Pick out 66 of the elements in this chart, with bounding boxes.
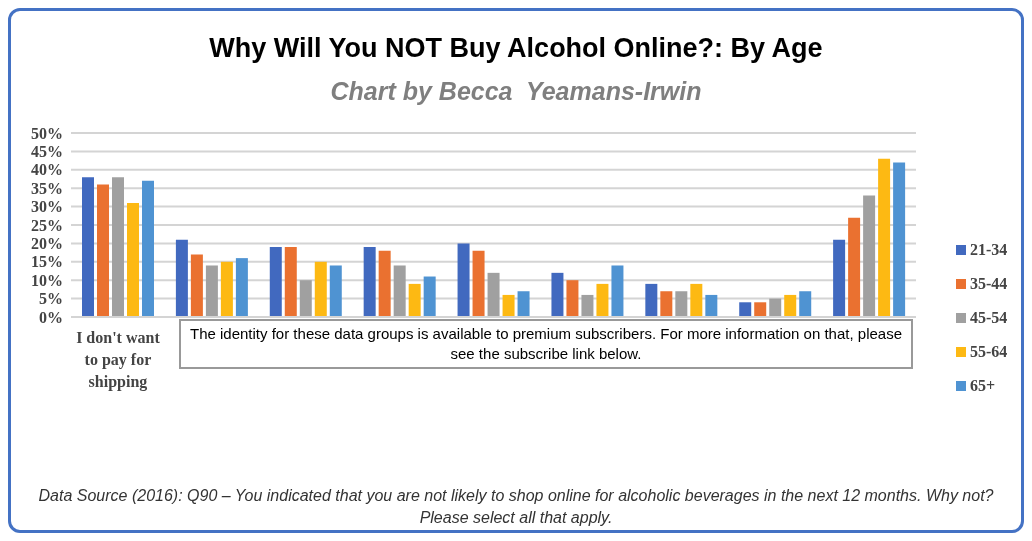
bar bbox=[833, 239, 846, 317]
bar bbox=[487, 272, 500, 317]
bar bbox=[329, 265, 342, 317]
bar bbox=[269, 247, 282, 317]
y-tick-label: 15% bbox=[31, 253, 63, 271]
y-tick-label: 20% bbox=[31, 235, 63, 253]
bar bbox=[863, 195, 876, 317]
bar bbox=[127, 202, 139, 317]
bar bbox=[393, 265, 406, 317]
source-note: Data Source (2016): Q90 – You indicated that you are not likely to shop online for alcoholic beverages in the next 12 months. Why not? Please select all that apply. bbox=[37, 486, 995, 528]
bar bbox=[675, 291, 688, 317]
bar bbox=[739, 302, 752, 317]
bar bbox=[799, 291, 812, 317]
bar bbox=[299, 280, 312, 317]
bar bbox=[457, 243, 470, 317]
y-tick-label: 45% bbox=[31, 143, 63, 161]
legend-label: 35-44 bbox=[970, 275, 1008, 293]
bar bbox=[205, 265, 218, 317]
y-tick-label: 35% bbox=[31, 179, 63, 197]
bar bbox=[284, 247, 297, 317]
legend-label: 65+ bbox=[970, 377, 996, 395]
bar bbox=[190, 254, 203, 317]
y-tick-label: 10% bbox=[31, 271, 63, 289]
x-tick-label: I don't want to pay for shipping bbox=[76, 329, 161, 391]
bar bbox=[235, 258, 248, 317]
bar bbox=[566, 280, 579, 317]
bar bbox=[660, 291, 673, 317]
bar bbox=[878, 158, 891, 317]
text: The identity for these data groups is available to premium subscribers. For more information on that, please see the subscribe link below. bbox=[179, 319, 913, 369]
bar bbox=[769, 298, 782, 317]
bar bbox=[645, 283, 658, 317]
bar bbox=[82, 177, 94, 317]
bar bbox=[175, 239, 188, 317]
bar bbox=[581, 294, 594, 317]
y-tick-label: 50% bbox=[31, 124, 63, 142]
bar bbox=[893, 162, 906, 317]
legend-label: 55-64 bbox=[970, 343, 1008, 361]
bar bbox=[596, 283, 609, 317]
bar bbox=[363, 247, 376, 317]
y-tick-label: 0% bbox=[39, 308, 63, 326]
bar bbox=[690, 283, 703, 317]
bar bbox=[705, 294, 718, 317]
y-tick-label: 30% bbox=[31, 198, 63, 216]
bar bbox=[754, 302, 767, 317]
bar bbox=[423, 276, 436, 317]
bar bbox=[784, 294, 797, 317]
bar bbox=[848, 217, 861, 317]
bar bbox=[112, 177, 124, 317]
legend-label: 21-34 bbox=[970, 241, 1008, 259]
y-tick-label: 40% bbox=[31, 161, 63, 179]
bar bbox=[551, 272, 564, 317]
bar bbox=[142, 180, 154, 317]
chart-subtitle: Chart by Becca Yeamans-Irwin bbox=[329, 77, 703, 106]
bar bbox=[378, 250, 391, 317]
bar bbox=[314, 261, 327, 317]
y-tick-label: 25% bbox=[31, 216, 63, 234]
bar bbox=[611, 265, 624, 317]
bar bbox=[472, 250, 485, 317]
bar bbox=[97, 184, 109, 317]
bar bbox=[220, 261, 233, 317]
bar bbox=[408, 283, 421, 317]
legend-label: 45-54 bbox=[970, 309, 1008, 327]
bar bbox=[517, 291, 530, 317]
bar bbox=[502, 294, 515, 317]
chart-title: Why Will You NOT Buy Alcohol Online?: By Age bbox=[208, 33, 824, 64]
y-tick-label: 5% bbox=[39, 290, 63, 308]
